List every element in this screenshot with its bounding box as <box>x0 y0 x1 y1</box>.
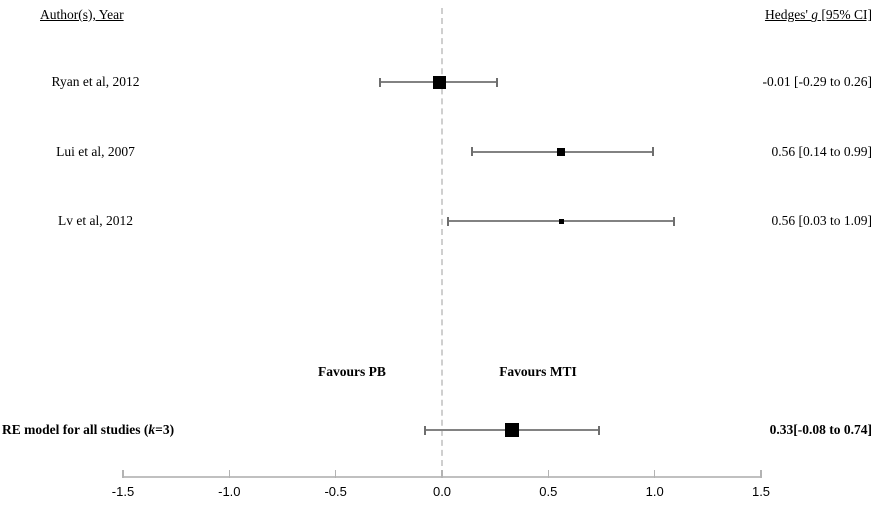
x-axis-tick-label: 0.0 <box>432 484 452 499</box>
favours-left-label: Favours PB <box>318 364 386 379</box>
x-axis-tick <box>653 470 656 478</box>
study-marker <box>433 75 447 89</box>
ci-cap-left <box>423 425 426 435</box>
ci-cap-right <box>651 147 654 156</box>
x-axis-tick-label: -1.0 <box>218 484 241 499</box>
x-axis-tick-label: -1.5 <box>111 484 135 499</box>
x-axis-tick <box>547 470 550 478</box>
x-axis-tick <box>760 470 762 478</box>
study-label: Lv et al, 2012 <box>58 213 133 228</box>
x-axis-tick <box>441 470 443 478</box>
study-marker <box>557 147 566 156</box>
summary-label-post: =3) <box>155 422 175 437</box>
x-axis-tick <box>122 470 124 478</box>
ci-cap-right <box>672 216 675 226</box>
summary-effect-value: 0.33[-0.08 to 0.74] <box>769 422 872 437</box>
column-header-effect: Hedges' g [95% CI] <box>765 7 872 23</box>
column-header-authors: Author(s), Year <box>40 7 124 23</box>
effect-header-pre: Hedges' <box>764 7 812 22</box>
study-label: Ryan et al, 2012 <box>51 74 140 89</box>
summary-marker <box>505 423 520 437</box>
study-effect-value: -0.01 [-0.29 to 0.26] <box>762 74 872 89</box>
summary-label: RE model for all studies (k=3) <box>2 422 174 438</box>
study-marker <box>558 218 564 224</box>
ci-cap-right <box>598 425 601 435</box>
column-header-authors-text: Author(s), Year <box>40 7 124 22</box>
x-axis-tick-label: 0.5 <box>539 484 558 499</box>
ci-cap-left <box>379 77 382 87</box>
summary-label-k: k <box>148 422 156 437</box>
ci-cap-left <box>470 147 473 156</box>
x-axis-tick-label: -0.5 <box>324 484 347 499</box>
ci-cap-left <box>447 216 450 226</box>
summary-label-pre: RE model for all studies ( <box>2 422 149 437</box>
x-axis-tick-label: 1.0 <box>645 484 664 499</box>
study-effect-value: 0.56 [0.03 to 1.09] <box>771 213 873 228</box>
x-axis-tick <box>228 470 231 478</box>
study-effect-value: 0.56 [0.14 to 0.99] <box>771 143 873 159</box>
x-axis-tick <box>334 470 337 478</box>
zero-reference-line <box>441 8 443 476</box>
effect-header-post: [95% CI] <box>818 7 872 22</box>
study-label: Lui et al, 2007 <box>56 143 135 159</box>
x-axis-tick-label: 1.5 <box>751 484 771 499</box>
ci-cap-right <box>496 77 499 87</box>
effect-header-g: g <box>811 7 818 22</box>
favours-right-label: Favours MTI <box>499 364 577 379</box>
